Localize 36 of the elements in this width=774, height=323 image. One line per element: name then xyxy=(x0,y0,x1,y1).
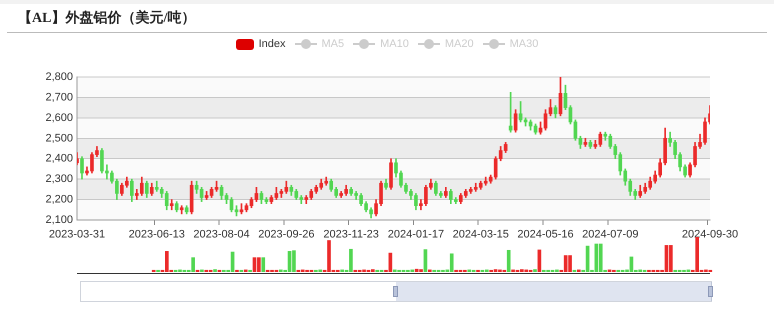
x-tick-label: 2024-09-30 xyxy=(682,228,738,241)
y-tick-label: 2,600 xyxy=(45,112,73,124)
x-tick-label: 2024-05-16 xyxy=(517,228,574,241)
x-tick-label: 2023-06-13 xyxy=(128,228,185,241)
chart-title: 【AL】外盘铝价（美元/吨） xyxy=(18,9,196,27)
bar xyxy=(419,269,423,272)
x-tick-label: 2023-08-04 xyxy=(193,228,250,241)
text: Index xyxy=(258,38,286,50)
bar xyxy=(327,240,331,272)
x-tick-label: 2024-01-17 xyxy=(388,228,444,241)
y-tick-label: 2,700 xyxy=(45,91,73,104)
bar xyxy=(450,253,454,272)
bar xyxy=(261,257,266,272)
bar xyxy=(252,257,256,272)
bar xyxy=(191,257,195,272)
y-tick-label: 2,500 xyxy=(45,132,73,144)
x-tick-label: 2023-11-23 xyxy=(323,228,379,241)
y-tick-label: 2,400 xyxy=(45,152,73,165)
y-tick-label: 2,300 xyxy=(45,173,73,186)
x-tick-label: 2024-07-09 xyxy=(582,228,638,241)
bar xyxy=(424,249,428,272)
bar xyxy=(564,255,568,272)
bar xyxy=(568,255,572,272)
x-tick-label: 2024-03-15 xyxy=(452,228,509,241)
y-tick-label: 2,800 xyxy=(45,71,73,84)
bar xyxy=(230,252,234,272)
bar xyxy=(538,250,542,272)
bar xyxy=(506,250,511,272)
bar xyxy=(664,245,668,272)
bar xyxy=(213,269,217,272)
y-tick-label: 2,100 xyxy=(45,214,73,226)
bar xyxy=(598,244,603,272)
y-tick-label: 2,200 xyxy=(45,194,73,206)
x-tick-label: 2023-09-26 xyxy=(258,228,314,241)
x-tick-label: 2023-03-31 xyxy=(48,228,106,241)
bar xyxy=(533,269,537,272)
